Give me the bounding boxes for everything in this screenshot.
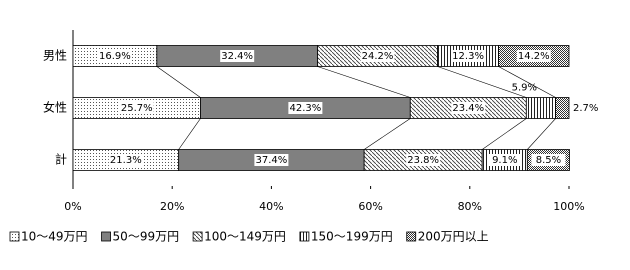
legend-label: 10〜49万円 — [21, 230, 88, 244]
legend-swatch — [192, 231, 203, 242]
bar-segment — [555, 97, 570, 119]
x-tick-label: 60% — [358, 200, 382, 213]
label-bg — [220, 50, 255, 62]
legend-label: 50〜99万円 — [113, 230, 180, 244]
legend-swatch — [299, 231, 310, 242]
label-bg — [108, 154, 143, 166]
x-tick-label: 20% — [160, 200, 184, 213]
y-tick-label: 女性 — [43, 100, 67, 115]
label-bg — [97, 50, 132, 62]
legend-label: 150〜199万円 — [311, 230, 393, 244]
data-label: 24.2% — [362, 51, 394, 62]
label-bg — [451, 50, 486, 62]
y-tick-label: 計 — [55, 152, 67, 167]
label-bg — [288, 102, 323, 114]
label-bg — [254, 154, 289, 166]
legend-swatch — [9, 231, 20, 242]
data-label: 5.9% — [512, 83, 537, 94]
legend-label: 100〜149万円 — [204, 230, 286, 244]
data-label: 23.8% — [407, 155, 439, 166]
x-tick-label: 80% — [458, 200, 482, 213]
label-bg — [487, 154, 522, 166]
x-tick-label: 0% — [64, 200, 81, 213]
connector — [178, 118, 201, 150]
connector — [437, 66, 527, 98]
connector — [527, 118, 556, 150]
data-label: 25.7% — [121, 103, 153, 114]
connector — [156, 66, 201, 98]
label-bg — [531, 154, 566, 166]
data-label: 32.4% — [221, 51, 253, 62]
legend-label: 200万円以上 — [418, 230, 489, 244]
label-bg — [516, 50, 551, 62]
label-bg — [406, 154, 441, 166]
bar-segment — [525, 97, 557, 119]
connector — [482, 118, 527, 150]
label-bg — [119, 102, 154, 114]
x-tick-label: 100% — [553, 200, 584, 213]
legend-swatch — [406, 231, 417, 242]
data-label: 21.3% — [110, 155, 142, 166]
data-label: 14.2% — [518, 51, 550, 62]
data-label: 2.7% — [573, 103, 598, 114]
y-tick-label: 男性 — [43, 49, 67, 63]
data-label: 12.3% — [452, 51, 484, 62]
data-label: 42.3% — [289, 103, 321, 114]
data-label: 23.4% — [452, 103, 484, 114]
x-tick-label: 40% — [259, 200, 283, 213]
legend-swatch — [101, 231, 111, 242]
data-label: 8.5% — [536, 155, 561, 166]
data-label: 37.4% — [256, 155, 288, 166]
label-bg — [451, 102, 486, 114]
data-label: 9.1% — [492, 155, 517, 166]
label-bg — [360, 50, 395, 62]
data-label: 16.9% — [99, 51, 131, 62]
connector — [363, 118, 411, 150]
connector — [498, 66, 556, 98]
connector — [317, 66, 411, 98]
